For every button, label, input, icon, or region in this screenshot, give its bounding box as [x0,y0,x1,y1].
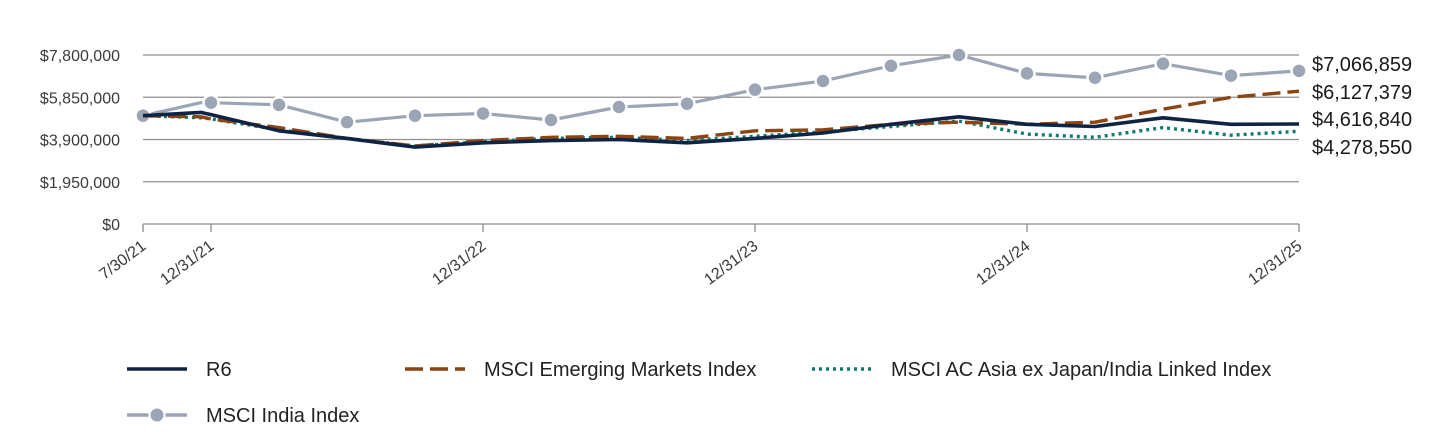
y-tick-label: $3,900,000 [40,133,120,150]
end-value-label: $4,278,550 [1312,137,1412,159]
legend-label-em: MSCI Emerging Markets Index [484,359,756,381]
y-tick-label: $0 [102,217,120,234]
data-point-india [1018,64,1036,83]
series-line-india [142,53,1300,124]
data-point-india [882,57,900,75]
x-tick-label: 7/30/21 [97,238,150,284]
x-tick-label: 12/31/23 [701,238,761,289]
y-tick-label: $5,850,000 [40,90,120,107]
data-point-india [1222,66,1240,85]
x-tick-label: 12/31/24 [973,238,1033,289]
y-tick-label: $7,800,000 [40,48,120,65]
data-point-india [270,96,288,114]
data-point-india [814,72,832,90]
data-point-india [610,98,628,116]
legend-marker-india [148,406,166,424]
data-point-india [202,93,220,112]
end-value-labels: $7,066,859 $6,127,379 $4,616,840 $4,278,550 [1312,54,1412,159]
end-value-label: $6,127,379 [1312,82,1412,104]
y-axis: $0 $1,950,000 $3,900,000 $5,850,000 $7,800,0… [40,48,120,234]
data-point-india [406,106,424,125]
data-point-india [746,80,764,99]
data-point-india [678,95,696,113]
data-point-india [542,111,560,129]
data-point-india [1154,54,1172,73]
data-point-india [338,113,356,131]
series-lines [134,46,1308,149]
legend-label-r6: R6 [206,359,232,381]
data-point-india [1086,69,1104,87]
data-point-india [1290,62,1308,80]
x-axis: 7/30/21 12/31/21 12/31/22 12/31/23 12/31/24 1… [97,224,1305,289]
series-line-asia [142,114,1300,148]
end-value-label: $7,066,859 [1312,54,1412,76]
legend-label-india: MSCI India Index [206,405,359,427]
x-tick-label: 12/31/21 [157,238,217,289]
x-tick-label: 12/31/22 [429,238,489,289]
data-point-india [950,46,968,64]
x-tick-label: 12/31/25 [1245,238,1305,289]
series-line-em [142,89,1300,148]
legend-label-asia: MSCI AC Asia ex Japan/India Linked Index [891,359,1271,381]
legend: R6 MSCI Emerging Markets Index MSCI AC Asi… [127,359,1271,427]
data-point-india [474,104,492,123]
end-value-label: $4,616,840 [1312,109,1412,131]
series-line-r6 [142,110,1300,149]
y-tick-label: $1,950,000 [40,175,120,192]
